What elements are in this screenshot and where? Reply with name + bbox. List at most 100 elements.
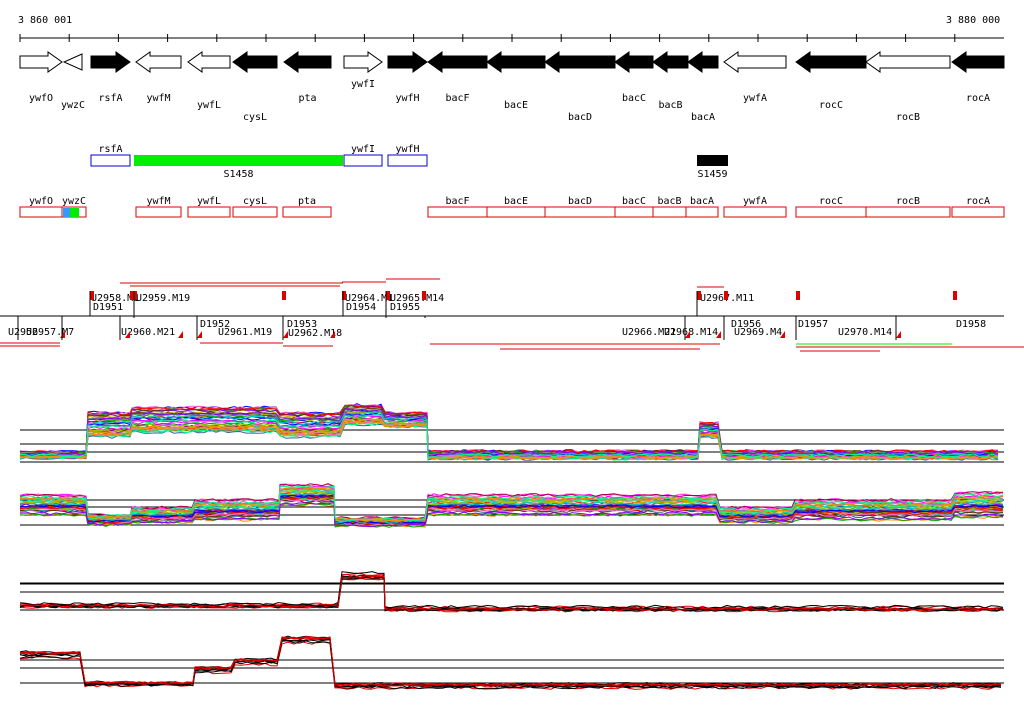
annotation-lower: D1952 <box>200 319 230 330</box>
annotation-marker <box>724 291 728 300</box>
gene-label: ywfH <box>395 93 419 104</box>
transcript-label: ywzC <box>62 196 86 207</box>
expression-profile <box>19 414 999 458</box>
annotation-lower: U2956 <box>8 327 38 338</box>
regulatory-track: rsfA S1458 ywfI ywfH S1459 <box>90 144 728 180</box>
annotation-lower: U2962.M18 <box>288 328 342 339</box>
annotation-marker <box>697 291 701 300</box>
annotation-lower: U2960.M21 <box>121 327 175 338</box>
regulatory-label: ywfI <box>351 144 375 155</box>
regulatory-box <box>387 154 428 167</box>
coordinate-ruler: 3 860 001 3 880 000 <box>18 15 1004 42</box>
transcript-label: bacD <box>568 196 592 207</box>
annotation-marker <box>330 331 335 338</box>
gene-arrow <box>544 51 616 73</box>
gene-label: pta <box>298 93 316 104</box>
regulatory-bar <box>134 155 343 166</box>
annotation-marker <box>685 331 690 338</box>
annotation-upper: D1954 <box>346 302 376 313</box>
transcript-box <box>282 206 332 218</box>
transcript-box <box>187 206 231 218</box>
annotation-lower: U2970.M14 <box>838 327 892 338</box>
annotation-lower: U2968.M14 <box>664 327 718 338</box>
transcript-box <box>951 206 1005 218</box>
expression-profile <box>19 638 1002 689</box>
transcript-box <box>19 206 63 218</box>
gene-label: bacA <box>691 112 715 123</box>
expression-profile <box>19 635 1002 687</box>
expression-panel-4 <box>19 635 1004 690</box>
expression-profile <box>19 408 999 456</box>
transcript-box <box>135 206 182 218</box>
gene-arrow <box>135 51 182 73</box>
annotation-marker <box>422 291 426 300</box>
expression-profile <box>19 418 999 460</box>
gene-label: rocC <box>819 100 843 111</box>
gene-arrow <box>343 51 383 73</box>
transcript-label: ywfM <box>146 196 170 207</box>
annotation-lower: D1957 <box>798 319 828 330</box>
annotation-marker <box>133 291 137 300</box>
transcript-box <box>685 206 719 218</box>
expression-profile <box>19 636 1002 687</box>
gene-arrow <box>614 51 654 73</box>
transcript-box <box>795 206 867 218</box>
annotation-marker <box>953 291 957 300</box>
transcript-label: ywfL <box>197 196 221 207</box>
transcript-box <box>232 206 278 218</box>
annotation-marker <box>283 331 288 338</box>
gene-arrow <box>723 51 787 73</box>
expression-panel-2 <box>19 483 1004 528</box>
expression-profile <box>19 420 999 460</box>
gene-label: ywfL <box>197 100 221 111</box>
annotation-marker <box>90 291 94 300</box>
annotation-marker <box>796 291 800 300</box>
transcript-box <box>427 206 488 218</box>
expression-profile <box>19 483 1004 520</box>
annotation-marker <box>197 331 202 338</box>
annotation-lower: U2961.M19 <box>218 327 272 338</box>
gene-label: cysL <box>243 112 267 123</box>
annotation-marker <box>342 291 346 300</box>
gene-arrow <box>951 51 1005 73</box>
gene-arrow <box>387 51 428 73</box>
annotation-lower: D1953 <box>287 319 317 330</box>
regulatory-label: rsfA <box>98 144 122 155</box>
gene-arrow <box>865 51 951 73</box>
expression-profile <box>19 636 1002 687</box>
gene-arrow <box>652 51 689 73</box>
annotation-lower: D1956 <box>731 319 761 330</box>
transcript-label: rocB <box>896 196 920 207</box>
transcript-box <box>544 206 616 218</box>
annotation-marker <box>386 291 390 300</box>
expression-panel-1 <box>19 403 1004 463</box>
transcript-box <box>614 206 654 218</box>
regulatory-label: ywfH <box>395 144 419 155</box>
gene-label: ywfM <box>146 93 170 104</box>
expression-profile <box>19 571 1004 609</box>
expression-profile <box>19 575 1004 612</box>
gene-arrow <box>687 51 719 73</box>
gene-label: bacB <box>658 100 682 111</box>
annotation-marker <box>130 291 134 300</box>
transcript-label: rocA <box>966 196 990 207</box>
annotation-marker <box>282 291 286 300</box>
gene-label: bacD <box>568 112 592 123</box>
annotation-marker <box>896 331 901 338</box>
regulatory-label: S1459 <box>697 169 727 180</box>
gene-arrow <box>90 51 131 73</box>
transcript-label: ywfA <box>743 196 767 207</box>
transcript-box <box>486 206 546 218</box>
gene-label: bacF <box>445 93 469 104</box>
gene-arrow <box>187 51 231 73</box>
gene-label: ywfO <box>29 93 53 104</box>
transcript-label: bacF <box>445 196 469 207</box>
expression-profile <box>19 408 999 456</box>
transcript-box <box>652 206 687 218</box>
gene-label: rsfA <box>98 93 122 104</box>
expression-profile <box>19 485 1004 521</box>
gene-arrow <box>795 51 867 73</box>
transcript-track: ywfO ywzC ywfM ywfL cysL pta bacF bacE bacD bacC b… <box>19 196 1005 218</box>
transcript-label: rocC <box>819 196 843 207</box>
